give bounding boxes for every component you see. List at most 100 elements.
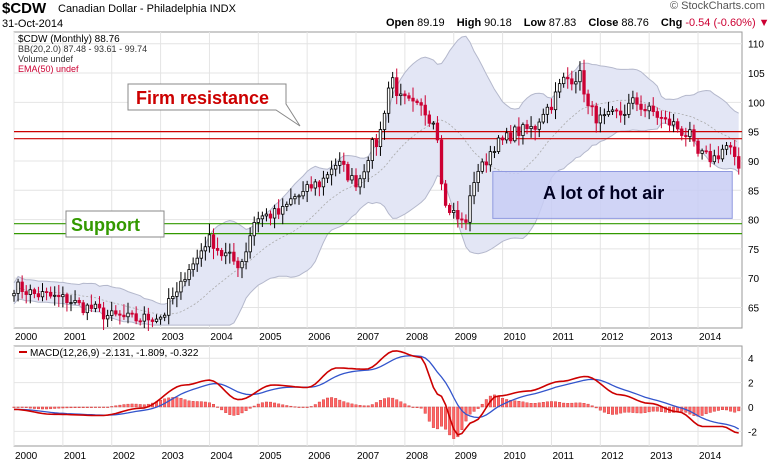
macd-hist-bar (521, 401, 525, 408)
candle-body (696, 140, 700, 154)
macd-hist-bar (704, 406, 708, 415)
macd-hist-bar (582, 403, 586, 408)
x-tick-label: 2013 (650, 451, 673, 462)
macd-hist-bar (606, 406, 610, 415)
candle-body (386, 87, 391, 114)
candle-body (720, 148, 725, 160)
macd-hist-bar (533, 403, 537, 408)
macd-hist-bar (289, 405, 293, 408)
macd-hist-bar (350, 403, 354, 408)
candle-body (680, 128, 684, 136)
macd-hist-bar (615, 406, 619, 415)
candle-body (162, 314, 167, 318)
macd-hist-bar (383, 398, 386, 408)
candle-body (651, 105, 655, 112)
macd-hist-bar (41, 406, 44, 410)
legend-volume: Volume undef (18, 54, 74, 64)
candle-body (415, 100, 419, 104)
macd-hist-bar (578, 402, 582, 408)
candle-body (659, 116, 664, 119)
x-tick-label: 2011 (552, 332, 574, 343)
price-y-axis: 65 70 75 80 85 90 95 100 105 110 (748, 40, 765, 315)
firm-resistance-callout: Firm resistance (127, 83, 301, 127)
candle-body (639, 103, 643, 110)
macd-hist-bar (720, 406, 724, 410)
macd-hist-bar (236, 406, 240, 415)
candle-body (285, 203, 289, 207)
macd-hist-bar (61, 406, 65, 409)
macd-hist-bar (415, 406, 419, 408)
candle-body (545, 106, 550, 115)
macd-y-tick-label: 0 (748, 403, 754, 414)
candle-body (268, 213, 273, 219)
candle-body (484, 161, 488, 166)
macd-hist-bar (407, 405, 411, 408)
candle-body (301, 190, 305, 197)
hot-air-box (492, 171, 733, 219)
price-y-tick-label: 70 (748, 274, 760, 285)
macd-hist-bar (737, 406, 741, 412)
high-label: High (456, 17, 482, 29)
candle-body (219, 250, 224, 257)
x-tick-label: 2007 (357, 451, 380, 462)
candle-body (407, 95, 411, 99)
macd-hist-bar (240, 406, 244, 414)
macd-hist-bar (655, 406, 659, 412)
candle-body (390, 77, 395, 89)
macd-hist-bar (277, 403, 281, 408)
x-tick-label: 2007 (357, 332, 380, 343)
macd-hist-bar (285, 405, 289, 408)
macd-hist-bar (554, 401, 557, 408)
candle-body (590, 105, 594, 108)
macd-hist-bar (102, 406, 106, 408)
candle-body (505, 132, 509, 141)
macd-hist-bar (305, 406, 309, 408)
macd-hist-bar (647, 406, 651, 413)
candle-body (692, 129, 696, 142)
macd-hist-bar (366, 405, 370, 408)
candle-body (289, 198, 293, 205)
candle-body (395, 77, 399, 97)
candle-body (354, 175, 358, 188)
x-tick-label: 2010 (504, 332, 527, 343)
macd-hist-bar (73, 406, 77, 408)
macd-hist-bar (419, 406, 423, 409)
candle-body (187, 269, 191, 280)
macd-hist-bar (725, 406, 728, 411)
support-label: Support (71, 215, 140, 235)
macd-hist-bar (216, 406, 220, 408)
candle-body (101, 307, 106, 320)
macd-y-tick-label: -2 (748, 427, 757, 438)
candle-body (154, 318, 159, 322)
candle-body (439, 139, 444, 185)
macd-hist-bar (598, 406, 602, 411)
macd-hist-bar (293, 406, 297, 408)
chart-date: 31-Oct-2014 (2, 18, 64, 30)
candle-body (179, 280, 183, 293)
candle-body (549, 106, 554, 111)
macd-hist-bar (370, 404, 374, 408)
price-candles (12, 59, 741, 331)
x-tick-label: 2001 (64, 332, 87, 343)
candle-body (61, 294, 65, 298)
macd-hist-bar (134, 403, 138, 408)
candle-body (488, 151, 493, 166)
macd-hist-bar (232, 406, 236, 416)
macd-y-tick-label: 2 (748, 379, 754, 390)
price-y-tick-label: 80 (748, 216, 760, 227)
candle-body (158, 316, 163, 320)
chg-value: -0.54 (-0.60%) (685, 17, 756, 29)
candle-body (150, 319, 155, 322)
low-label: Low (523, 17, 546, 29)
macd-hist-bar (602, 406, 606, 413)
macd-hist-bar (513, 400, 517, 408)
support-callout: Support (65, 210, 165, 238)
candle-body (602, 114, 607, 117)
macd-hist-bar (142, 404, 146, 408)
macd-hist-bar (395, 399, 399, 408)
macd-hist-bar (440, 406, 443, 427)
macd-hist-bar (525, 402, 529, 408)
candle-body (207, 234, 212, 248)
candle-body (411, 97, 415, 102)
macd-hist-bar (53, 406, 57, 409)
